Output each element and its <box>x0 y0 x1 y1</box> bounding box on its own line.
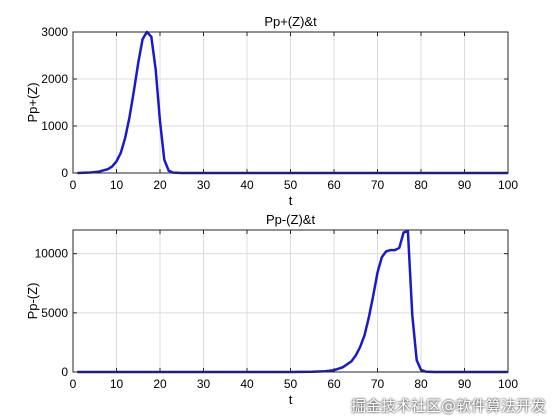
y-axis-label: Pp+(Z) <box>25 82 40 122</box>
x-tick-label: 80 <box>414 377 428 391</box>
subplot-1: 0 10 20 30 40 50 60 70 80 90 1000100020003000Pp+(Z… <box>25 14 518 208</box>
x-tick-label: 100 <box>498 178 518 192</box>
x-tick-label: 40 <box>240 178 254 192</box>
x-tick-label: 40 <box>240 377 254 391</box>
x-tick-label: 60 <box>327 178 341 192</box>
x-axis-label: t <box>289 193 293 208</box>
x-tick-label: 30 <box>197 377 211 391</box>
y-tick-label: 3000 <box>41 25 68 39</box>
x-axis-label: t <box>289 392 293 407</box>
x-tick-label: 20 <box>153 377 167 391</box>
y-tick-label: 10000 <box>35 247 69 261</box>
x-tick-label: 50 <box>284 178 298 192</box>
x-tick-label: 80 <box>414 178 428 192</box>
y-tick-label: 5000 <box>41 306 68 320</box>
x-tick-label: 70 <box>371 178 385 192</box>
x-tick-label: 60 <box>327 377 341 391</box>
x-tick-label: 10 <box>110 178 124 192</box>
x-tick-label: 90 <box>458 377 472 391</box>
x-tick-label: 20 <box>153 178 167 192</box>
y-tick-label: 2000 <box>41 72 68 86</box>
subplot-2: 0 10 20 30 40 50 60 70 80 90 100 0 5000 10000 Pp-(Z)&t… <box>25 212 518 407</box>
x-tick-label: 90 <box>458 178 472 192</box>
y-axis-label: Pp-(Z) <box>25 283 40 320</box>
chart-title: Pp-(Z)&t <box>266 212 316 227</box>
watermark: 掘金技术社区@软件算法开发 <box>350 397 546 415</box>
x-tick-label: 30 <box>197 178 211 192</box>
y-tick-label: 0 <box>61 365 68 379</box>
x-tick-label: 50 <box>284 377 298 391</box>
chart-title: Pp+(Z)&t <box>264 14 317 29</box>
x-tick-label: 70 <box>371 377 385 391</box>
x-tick-label: 10 <box>110 377 124 391</box>
y-tick-label: 1000 <box>41 119 68 133</box>
x-tick-label: 100 <box>498 377 518 391</box>
y-tick-label: 0 <box>61 166 68 180</box>
x-tick-label: 0 <box>70 377 77 391</box>
x-tick-label: 0 <box>70 178 77 192</box>
